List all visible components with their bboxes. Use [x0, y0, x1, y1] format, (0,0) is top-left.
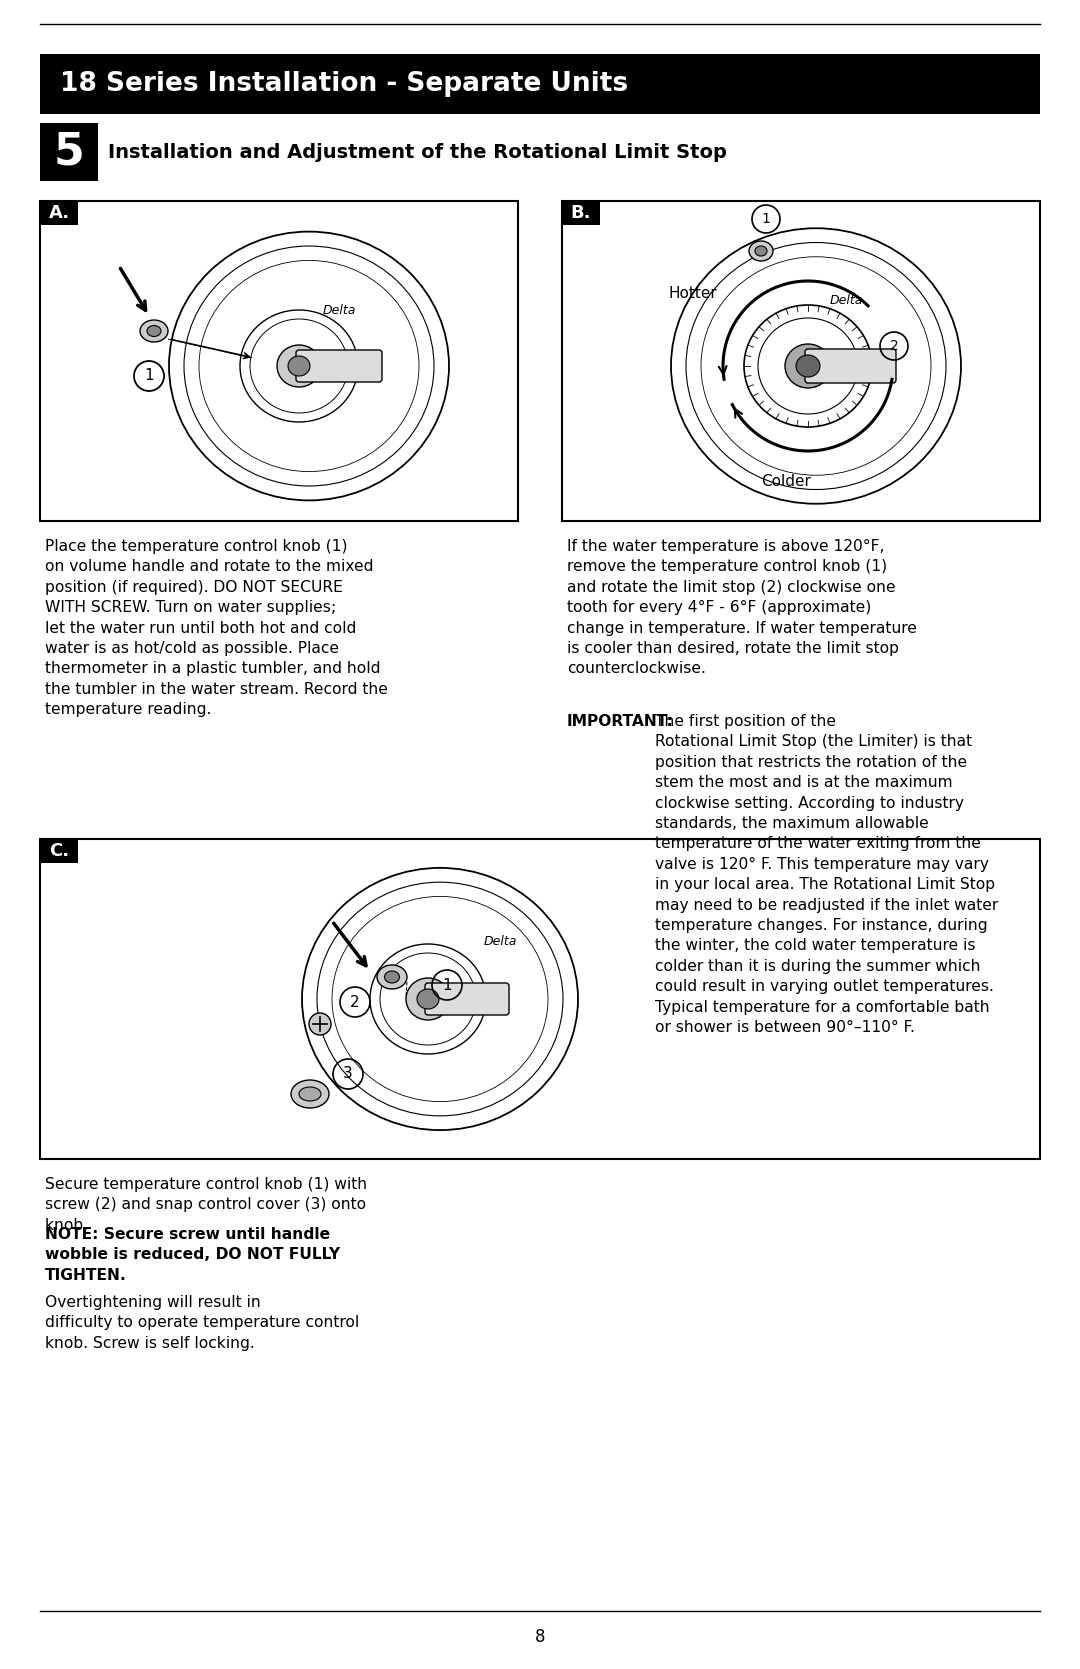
Text: Colder: Colder: [761, 474, 811, 489]
Text: Delta: Delta: [829, 294, 863, 307]
Text: Secure temperature control knob (1) with
screw (2) and snap control cover (3) on: Secure temperature control knob (1) with…: [45, 1177, 367, 1233]
Ellipse shape: [299, 1087, 321, 1102]
Text: 1: 1: [761, 212, 770, 225]
Text: 2: 2: [890, 339, 899, 354]
Ellipse shape: [384, 971, 400, 983]
Ellipse shape: [796, 355, 820, 377]
FancyBboxPatch shape: [40, 53, 1040, 113]
Text: A.: A.: [49, 204, 69, 222]
Text: 3: 3: [343, 1066, 353, 1082]
Ellipse shape: [406, 978, 450, 1020]
FancyBboxPatch shape: [40, 200, 78, 225]
Text: 8: 8: [535, 1627, 545, 1646]
FancyBboxPatch shape: [40, 200, 518, 521]
Text: 1: 1: [145, 369, 153, 384]
FancyBboxPatch shape: [40, 124, 98, 180]
FancyBboxPatch shape: [40, 840, 1040, 1158]
Ellipse shape: [377, 965, 407, 990]
Ellipse shape: [291, 1080, 329, 1108]
Text: If the water temperature is above 120°F,
remove the temperature control knob (1): If the water temperature is above 120°F,…: [567, 539, 917, 676]
Text: 2: 2: [350, 995, 360, 1010]
FancyBboxPatch shape: [296, 350, 382, 382]
FancyBboxPatch shape: [40, 840, 78, 863]
Ellipse shape: [147, 325, 161, 337]
Ellipse shape: [276, 345, 321, 387]
Text: 18 Series Installation - Separate Units: 18 Series Installation - Separate Units: [60, 72, 629, 97]
Text: Overtightening will result in
difficulty to operate temperature control
knob. Sc: Overtightening will result in difficulty…: [45, 1295, 360, 1350]
Text: B.: B.: [570, 204, 591, 222]
Ellipse shape: [785, 344, 831, 387]
Ellipse shape: [140, 320, 168, 342]
Ellipse shape: [309, 1013, 330, 1035]
Text: Delta: Delta: [484, 935, 516, 948]
Text: 5: 5: [54, 130, 84, 174]
Ellipse shape: [417, 990, 438, 1010]
Text: 1: 1: [442, 978, 451, 993]
Text: Installation and Adjustment of the Rotational Limit Stop: Installation and Adjustment of the Rotat…: [108, 142, 727, 162]
FancyBboxPatch shape: [562, 200, 600, 225]
Text: IMPORTANT:: IMPORTANT:: [567, 714, 674, 729]
Ellipse shape: [750, 240, 773, 260]
FancyBboxPatch shape: [805, 349, 896, 382]
Text: The first position of the
Rotational Limit Stop (the Limiter) is that
position t: The first position of the Rotational Lim…: [654, 714, 998, 1035]
Text: Hotter: Hotter: [669, 287, 717, 302]
Text: Place the temperature control knob (1)
on volume handle and rotate to the mixed
: Place the temperature control knob (1) o…: [45, 539, 388, 718]
Text: C.: C.: [49, 841, 69, 860]
Text: Delta: Delta: [322, 304, 355, 317]
Text: NOTE: Secure screw until handle
wobble is reduced, DO NOT FULLY
TIGHTEN.: NOTE: Secure screw until handle wobble i…: [45, 1227, 340, 1283]
Ellipse shape: [288, 355, 310, 376]
FancyBboxPatch shape: [426, 983, 509, 1015]
Ellipse shape: [755, 245, 767, 255]
FancyBboxPatch shape: [562, 200, 1040, 521]
